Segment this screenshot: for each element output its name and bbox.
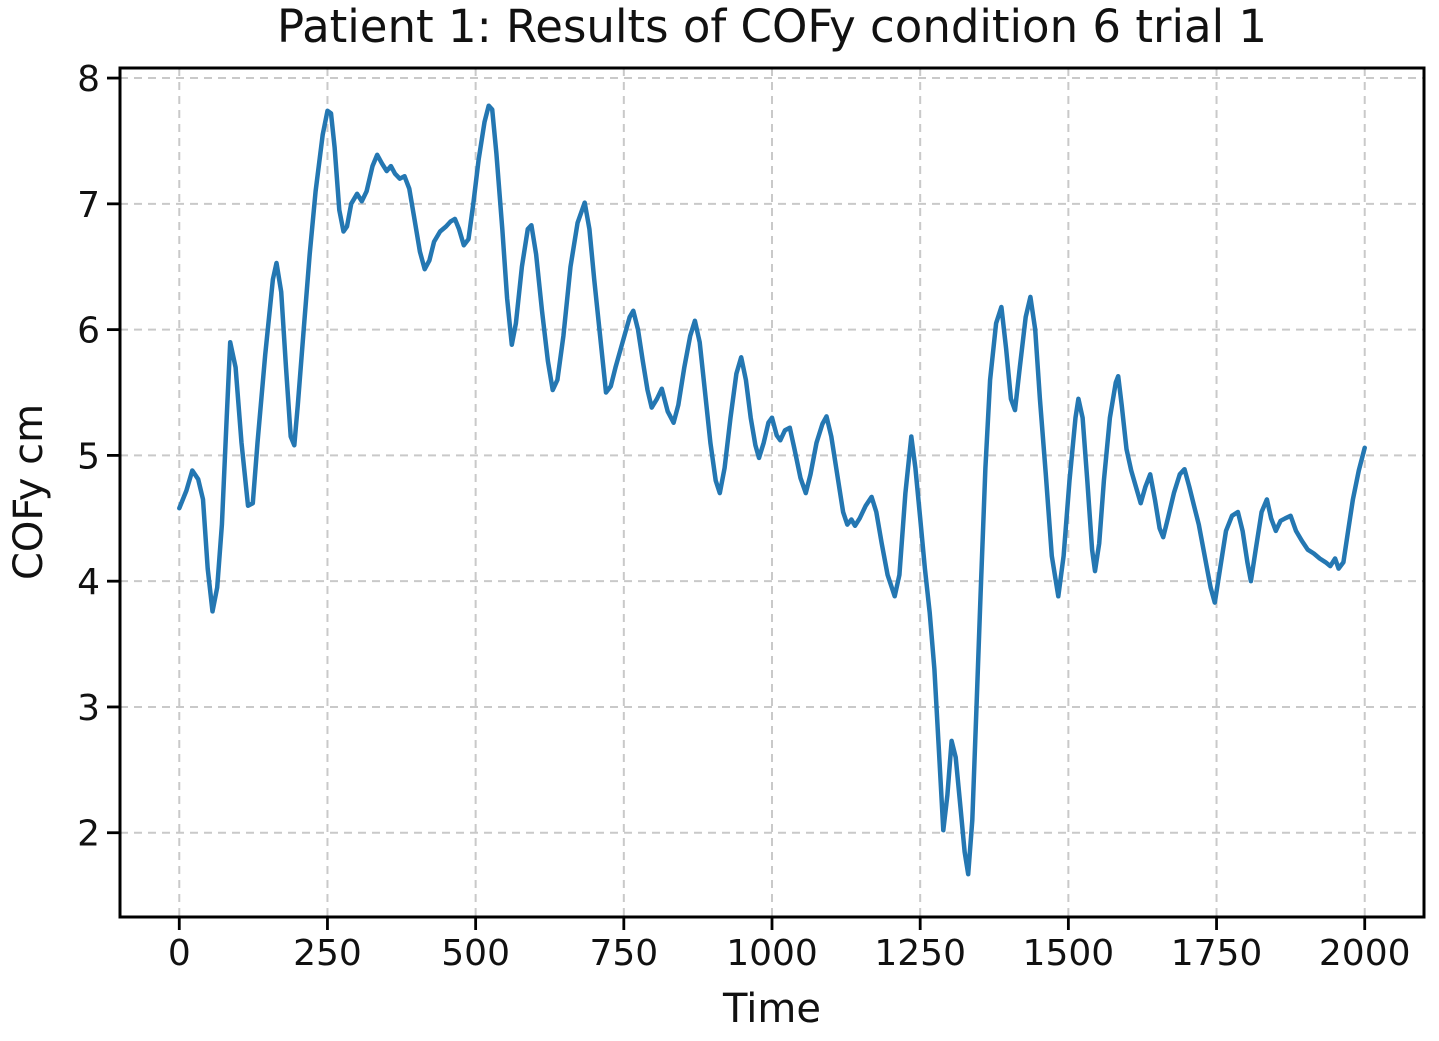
- x-tick-label: 750: [589, 933, 658, 974]
- y-tick-label: 4: [77, 562, 100, 603]
- x-tick-label: 2000: [1319, 933, 1411, 974]
- cofy-data-line: [177, 103, 1367, 877]
- x-tick-label: 0: [168, 933, 191, 974]
- y-axis-label: COFy cm: [6, 404, 52, 580]
- axis-ticks: [107, 76, 1367, 930]
- y-tick-label: 5: [77, 436, 100, 477]
- y-tick-label: 2: [77, 814, 100, 855]
- x-tick-label: 1750: [1171, 933, 1263, 974]
- x-tick-label: 1000: [726, 933, 818, 974]
- tick-labels: 0 250 500 750 1000 1250 1500 1750 2000 2 3 4 5 6 7 8: [77, 59, 1410, 974]
- y-tick-label: 7: [77, 185, 100, 226]
- y-tick-label: 3: [77, 688, 100, 729]
- y-tick-label: 6: [77, 311, 100, 352]
- y-tick-label: 8: [77, 59, 100, 100]
- x-axis-label: Time: [722, 986, 821, 1032]
- x-tick-label: 1250: [874, 933, 966, 974]
- x-tick-label: 500: [441, 933, 510, 974]
- chart-title: Patient 1: Results of COFy condition 6 t…: [277, 0, 1267, 53]
- x-tick-label: 250: [293, 933, 362, 974]
- x-tick-label: 1500: [1023, 933, 1115, 974]
- plot-border: [118, 66, 1426, 919]
